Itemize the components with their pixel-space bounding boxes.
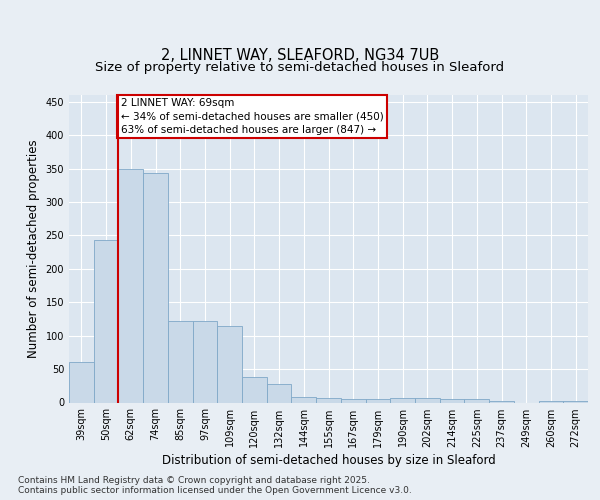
Text: Size of property relative to semi-detached houses in Sleaford: Size of property relative to semi-detach…: [95, 61, 505, 74]
Bar: [539, 401, 563, 402]
Bar: [118, 168, 143, 402]
Bar: [267, 384, 292, 402]
Bar: [489, 401, 514, 402]
Y-axis label: Number of semi-detached properties: Number of semi-detached properties: [27, 140, 40, 358]
Bar: [464, 399, 489, 402]
X-axis label: Distribution of semi-detached houses by size in Sleaford: Distribution of semi-detached houses by …: [161, 454, 496, 467]
Bar: [217, 326, 242, 402]
Bar: [563, 401, 588, 402]
Bar: [440, 399, 464, 402]
Bar: [390, 398, 415, 402]
Bar: [168, 321, 193, 402]
Text: 2 LINNET WAY: 69sqm
← 34% of semi-detached houses are smaller (450)
63% of semi-: 2 LINNET WAY: 69sqm ← 34% of semi-detach…: [121, 98, 383, 134]
Bar: [94, 240, 118, 402]
Bar: [242, 377, 267, 402]
Text: Contains HM Land Registry data © Crown copyright and database right 2025.
Contai: Contains HM Land Registry data © Crown c…: [18, 476, 412, 495]
Bar: [415, 398, 440, 402]
Bar: [69, 362, 94, 403]
Bar: [316, 398, 341, 402]
Text: 2, LINNET WAY, SLEAFORD, NG34 7UB: 2, LINNET WAY, SLEAFORD, NG34 7UB: [161, 48, 439, 62]
Bar: [292, 397, 316, 402]
Bar: [143, 173, 168, 402]
Bar: [365, 399, 390, 402]
Bar: [193, 321, 217, 402]
Bar: [341, 399, 365, 402]
